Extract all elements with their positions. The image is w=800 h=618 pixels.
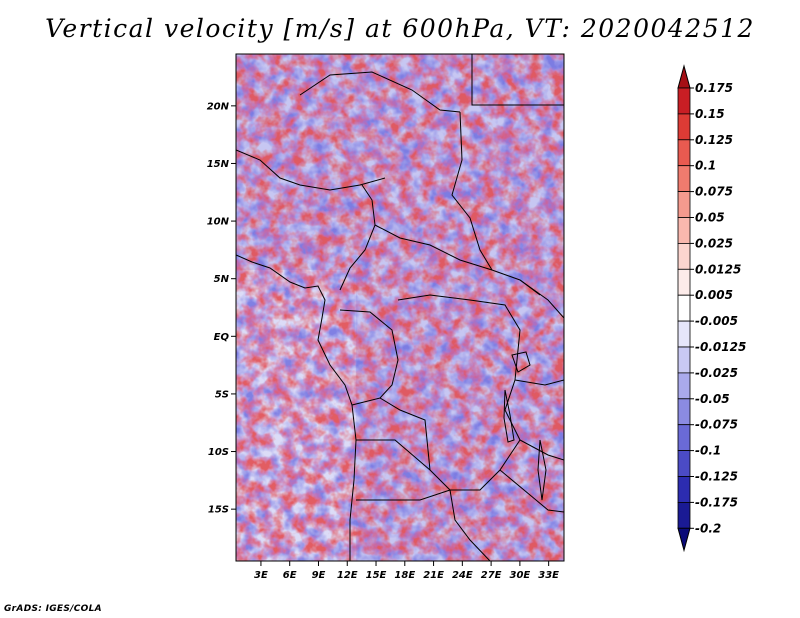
colorbar-swatch [677,372,691,400]
boundary-angola-zambia [356,439,491,561]
boundary-east-africa [514,279,564,461]
boundary-congo [339,309,399,399]
colorbar-swatch [677,424,691,452]
lon-tick-label: 30E [510,570,531,581]
latitude-axis: 20N 15N 10N 5N EQ 5S 10S 15S [207,101,236,516]
colorbar-swatch [677,476,691,503]
colorbar-label: -0.075 [695,418,738,432]
boundary-cameroon [339,184,376,291]
colorbar-label: 0.05 [695,211,725,225]
lon-tick-label: 9E [312,570,326,581]
colorbar-swatch [677,501,691,529]
colorbar-label: 0.15 [695,107,725,121]
colorbar-max-arrow [677,64,691,89]
colorbar-label: 0.0125 [695,262,741,276]
colorbar-swatch [677,217,691,244]
colorbar-label: -0.175 [695,495,738,509]
colorbar-label: 0.005 [695,288,733,302]
colorbar-swatch [677,320,691,348]
colorbar-swatch [677,113,691,141]
colorbar-swatch [677,346,691,374]
boundary-sahel [236,149,386,191]
lat-tick-label: 15N [207,159,230,170]
lat-tick-label: EQ [214,332,230,343]
lon-tick-label: 21E [423,570,444,581]
colorbar: 0.175 0.15 0.125 0.1 0.075 0.05 0.025 0.0125 0.0… [677,64,746,553]
boundary-drc [351,294,521,491]
colorbar-label: -0.005 [695,314,738,328]
lake-malawi [537,439,547,501]
colorbar-swatch [677,242,691,270]
colorbar-label: 0.1 [695,159,716,173]
colorbar-swatch [677,398,691,426]
lon-tick-label: 33E [538,570,559,581]
grads-credit: GrADS: IGES/COLA [4,604,102,614]
map-frame [235,53,565,562]
longitude-axis: 3E 6E 9E 12E 15E 18E 21E 24E 27E 30E 33E [254,561,559,581]
colorbar-swatch [677,191,691,218]
coastline-west-africa [236,254,357,561]
chart-title: Vertical velocity [m/s] at 600hPa, VT: 2… [45,14,755,43]
colorbar-swatch [677,268,691,296]
boundary-north [299,71,461,113]
velocity-field-texture [236,54,564,561]
lon-tick-label: 27E [481,570,502,581]
colorbar-label: 0.025 [695,236,733,250]
lake-tanganyika [503,389,515,443]
boundary-chad-sudan [451,111,493,271]
colorbar-swatch [677,165,691,192]
colorbar-swatch [677,450,691,477]
lon-tick-label: 15E [366,570,387,581]
lon-tick-label: 12E [337,570,358,581]
colorbar-label: 0.075 [695,185,733,199]
colorbar-swatch [677,294,691,322]
lat-tick-label: 10S [208,447,229,458]
boundary-east [471,54,564,106]
lon-tick-label: 3E [254,570,268,581]
lake-victoria [511,351,531,373]
colorbar-label: -0.125 [695,470,738,484]
lat-tick-label: 5N [214,274,230,285]
country-boundaries [236,54,564,561]
colorbar-label: -0.2 [695,521,721,535]
colorbar-label: 0.125 [695,133,733,147]
colorbar-label: -0.0125 [695,340,746,354]
colorbar-swatch [677,87,691,115]
map-plot-area: 20N 15N 10N 5N EQ 5S 10S 15S 3E 6E 9E 12E 15E 18E 21E… [207,53,565,581]
lat-tick-label: 5S [215,389,229,400]
colorbar-min-arrow [677,527,691,553]
lon-tick-label: 6E [283,570,297,581]
colorbar-swatch [677,139,691,167]
lon-tick-label: 24E [452,570,473,581]
lon-tick-label: 18E [394,570,415,581]
colorbar-label: -0.1 [695,444,721,458]
colorbar-label: -0.025 [695,366,738,380]
lat-tick-label: 15S [208,505,229,516]
lat-tick-label: 10N [207,217,230,228]
boundary-southern [356,469,564,513]
lat-tick-label: 20N [207,101,230,112]
colorbar-label: -0.05 [695,392,730,406]
colorbar-label: 0.175 [695,81,733,95]
